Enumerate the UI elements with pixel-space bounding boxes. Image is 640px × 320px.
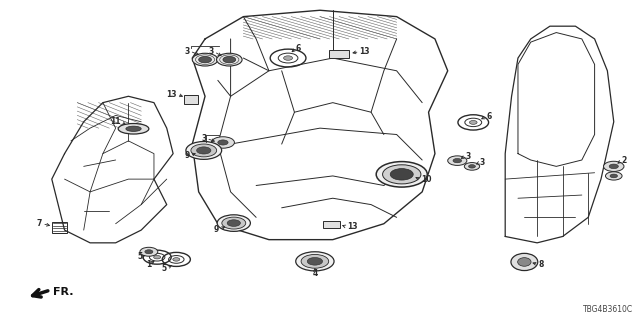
Ellipse shape: [518, 258, 531, 266]
Ellipse shape: [126, 126, 141, 132]
Circle shape: [223, 56, 236, 63]
Text: 3: 3: [209, 47, 214, 56]
Circle shape: [191, 144, 217, 157]
Circle shape: [284, 56, 292, 60]
Circle shape: [465, 163, 479, 170]
Circle shape: [609, 164, 618, 169]
Circle shape: [296, 252, 334, 271]
Circle shape: [196, 147, 211, 154]
Circle shape: [217, 215, 250, 231]
Circle shape: [376, 162, 428, 187]
Text: 8: 8: [538, 260, 544, 269]
Text: 9: 9: [214, 225, 219, 234]
Circle shape: [216, 53, 242, 66]
Text: 1: 1: [146, 260, 152, 269]
Circle shape: [610, 174, 618, 178]
FancyBboxPatch shape: [184, 95, 198, 104]
Circle shape: [211, 137, 234, 148]
Circle shape: [605, 172, 622, 180]
Text: 3: 3: [466, 152, 471, 161]
Text: 11: 11: [110, 117, 121, 126]
Circle shape: [468, 165, 476, 168]
Circle shape: [154, 255, 161, 259]
Circle shape: [140, 247, 158, 256]
Circle shape: [301, 254, 329, 268]
Text: 6: 6: [296, 44, 301, 53]
Text: TBG4B3610C: TBG4B3610C: [583, 305, 633, 314]
Circle shape: [222, 217, 246, 229]
Text: 13: 13: [166, 90, 177, 99]
Circle shape: [448, 156, 467, 165]
Text: 7: 7: [37, 219, 42, 228]
Text: 10: 10: [421, 175, 431, 184]
Circle shape: [469, 121, 477, 124]
Text: 5: 5: [162, 264, 167, 273]
Circle shape: [307, 258, 323, 265]
Text: 13: 13: [347, 222, 357, 231]
FancyBboxPatch shape: [323, 221, 340, 228]
Circle shape: [604, 161, 624, 172]
Circle shape: [186, 141, 221, 159]
Circle shape: [390, 169, 413, 180]
Ellipse shape: [511, 253, 538, 270]
Circle shape: [145, 250, 153, 254]
Circle shape: [218, 140, 228, 145]
Ellipse shape: [118, 124, 149, 134]
Circle shape: [198, 56, 211, 63]
Text: 5: 5: [138, 252, 143, 261]
Circle shape: [227, 220, 241, 226]
FancyBboxPatch shape: [329, 50, 349, 58]
Text: 2: 2: [621, 156, 627, 165]
Text: 4: 4: [312, 268, 317, 278]
Text: 6: 6: [486, 112, 492, 121]
Text: FR.: FR.: [53, 287, 74, 297]
Circle shape: [383, 165, 421, 184]
Circle shape: [192, 53, 218, 66]
Text: 9: 9: [184, 151, 189, 160]
Text: 3: 3: [201, 134, 206, 143]
Circle shape: [173, 258, 180, 261]
Circle shape: [453, 158, 461, 163]
Text: 13: 13: [360, 47, 370, 56]
Text: 3: 3: [479, 158, 485, 167]
Text: 3: 3: [184, 46, 189, 56]
